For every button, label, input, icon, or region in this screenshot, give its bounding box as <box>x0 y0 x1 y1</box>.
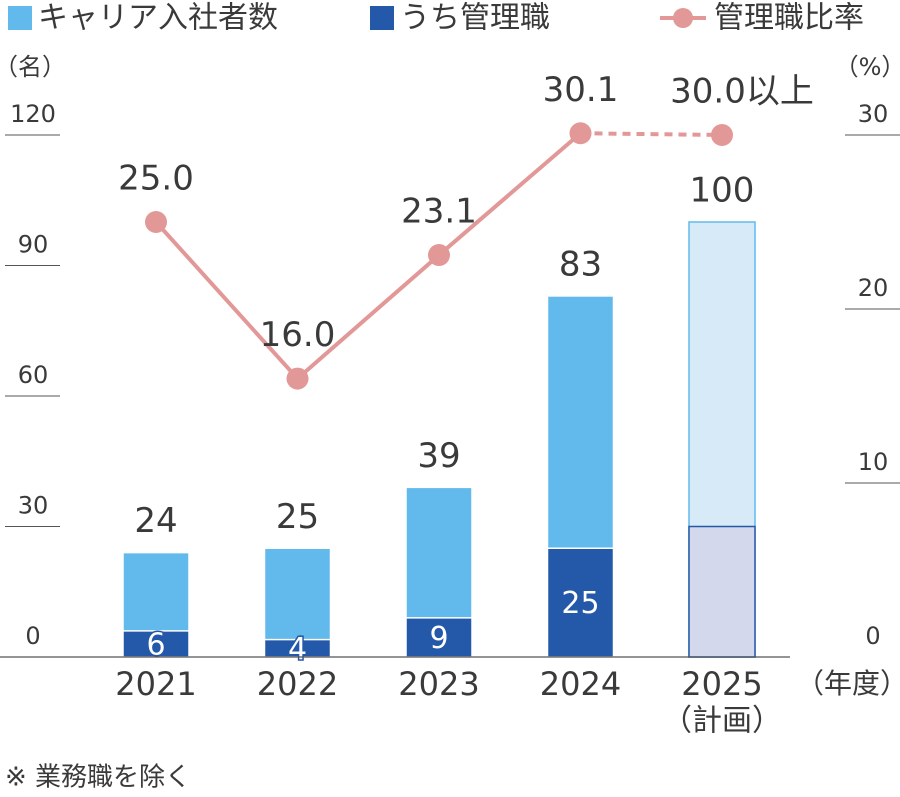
ratio-label: 16.0 <box>260 315 336 355</box>
manager-label: 25 <box>561 586 599 621</box>
footnote: ※ 業務職を除く <box>5 763 191 793</box>
legend-label: うち管理職 <box>400 1 550 36</box>
y-tick-label: 0 <box>25 622 40 650</box>
x-tick-label: 2024 <box>540 665 621 703</box>
y2-axis-label: （%） <box>835 53 900 81</box>
x-axis-label: （年度） <box>796 667 900 700</box>
category-note: （計画） <box>662 704 782 739</box>
bar-label: 100 <box>690 171 755 211</box>
y-tick-label: 60 <box>18 361 49 389</box>
ratio-point <box>711 124 733 146</box>
legend-swatch <box>8 6 32 30</box>
manager-bar <box>688 525 756 658</box>
ratio-point <box>428 244 450 267</box>
x-tick-label: 2023 <box>398 665 479 703</box>
manager-bar <box>546 547 615 658</box>
x-tick-label: 2022 <box>257 665 338 703</box>
ratio-label: 23.1 <box>401 192 477 232</box>
ratio-point <box>286 367 309 390</box>
bar-label: 25 <box>276 497 319 537</box>
legend-swatch <box>370 6 394 30</box>
bar-label: 24 <box>134 501 177 541</box>
bar-label: 39 <box>417 436 460 476</box>
y2-tick-label: 10 <box>858 448 889 476</box>
manager-label: 9 <box>429 621 448 656</box>
y-tick-label: 30 <box>18 492 49 520</box>
ratio-line-projected <box>580 131 723 137</box>
ratio-label: 25.0 <box>118 159 194 199</box>
y-axis-label: （名） <box>0 53 66 81</box>
y2-tick-label: 0 <box>865 622 880 650</box>
y2-tick-label: 20 <box>858 274 889 302</box>
manager-label: 4 <box>288 632 307 667</box>
manager-bar <box>405 617 473 658</box>
legend-label: 管理職比率 <box>714 1 864 36</box>
manager-label: 6 <box>146 627 165 662</box>
y-tick-label: 120 <box>10 100 56 128</box>
ratio-point <box>145 211 167 233</box>
y2-tick-label: 30 <box>858 100 889 128</box>
ratio-line <box>154 131 582 382</box>
ratio-point <box>569 122 592 145</box>
ratio-label: 30.0以上 <box>670 72 814 112</box>
x-tick-label: 2021 <box>115 665 196 703</box>
ratio-label: 30.1 <box>543 70 619 110</box>
y-tick-label: 90 <box>18 231 49 259</box>
x-tick-label: 2025 <box>681 665 762 703</box>
bar-label: 83 <box>559 244 602 284</box>
manager-bar <box>122 630 190 658</box>
legend-marker <box>673 8 693 28</box>
legend-label: キャリア入社者数 <box>38 1 278 36</box>
